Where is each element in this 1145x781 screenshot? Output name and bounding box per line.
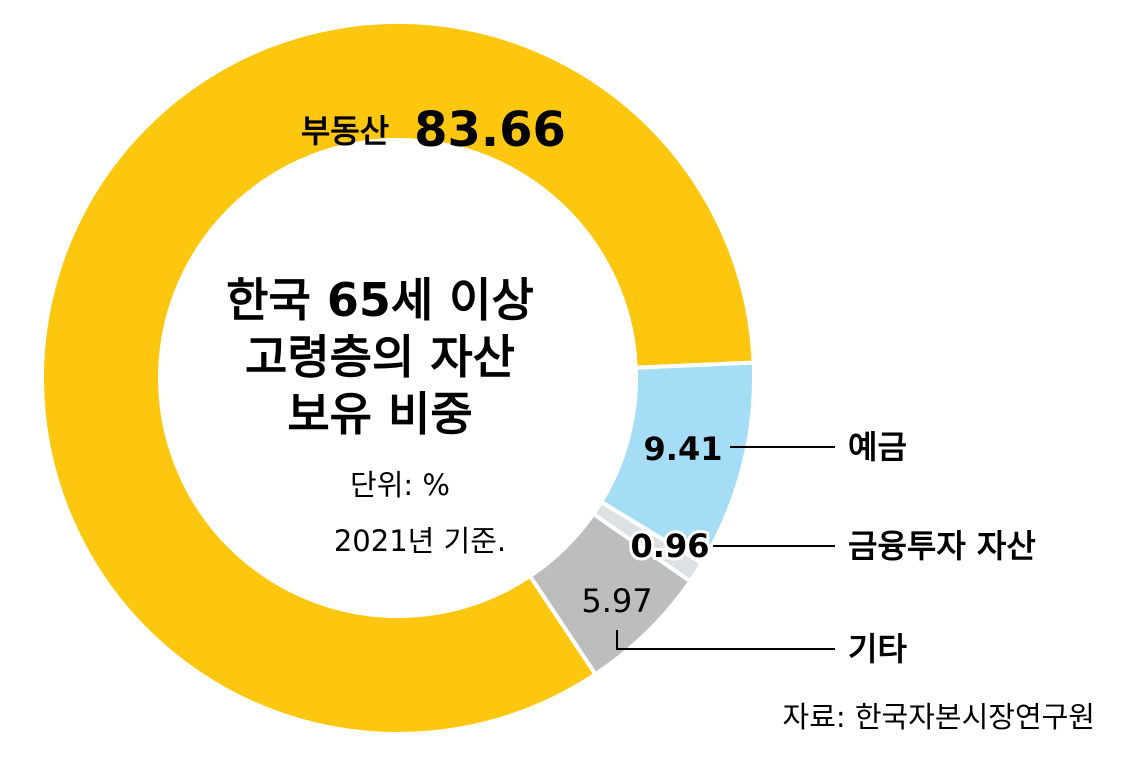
source-note: 자료: 한국자본시장연구원 [782,700,1095,734]
value-label-deposit: 9.41 [644,430,723,468]
chart-title: 한국 65세 이상 고령층의 자산 보유 비중 [210,272,550,443]
title-line-2: 고령층의 자산 [245,330,515,384]
unit-label: 단위: % [350,468,450,502]
category-label-deposit: 예금 [848,428,907,466]
category-label-financial-investment: 금융투자 자산 [848,527,1036,565]
category-label-real-estate: 부동산 [301,112,389,150]
slice-real-estate [40,20,756,736]
value-label-real-estate: 83.66 [414,102,566,158]
category-label-other: 기타 [848,630,907,668]
title-line-1: 한국 65세 이상 [226,273,534,327]
value-label-other: 5.97 [581,582,652,620]
value-label-financial-investment: 0.96 [631,527,710,565]
base-year-label: 2021년 기준. [333,524,507,558]
leader-line-other [616,630,835,650]
title-line-3: 보유 비중 [287,387,473,441]
